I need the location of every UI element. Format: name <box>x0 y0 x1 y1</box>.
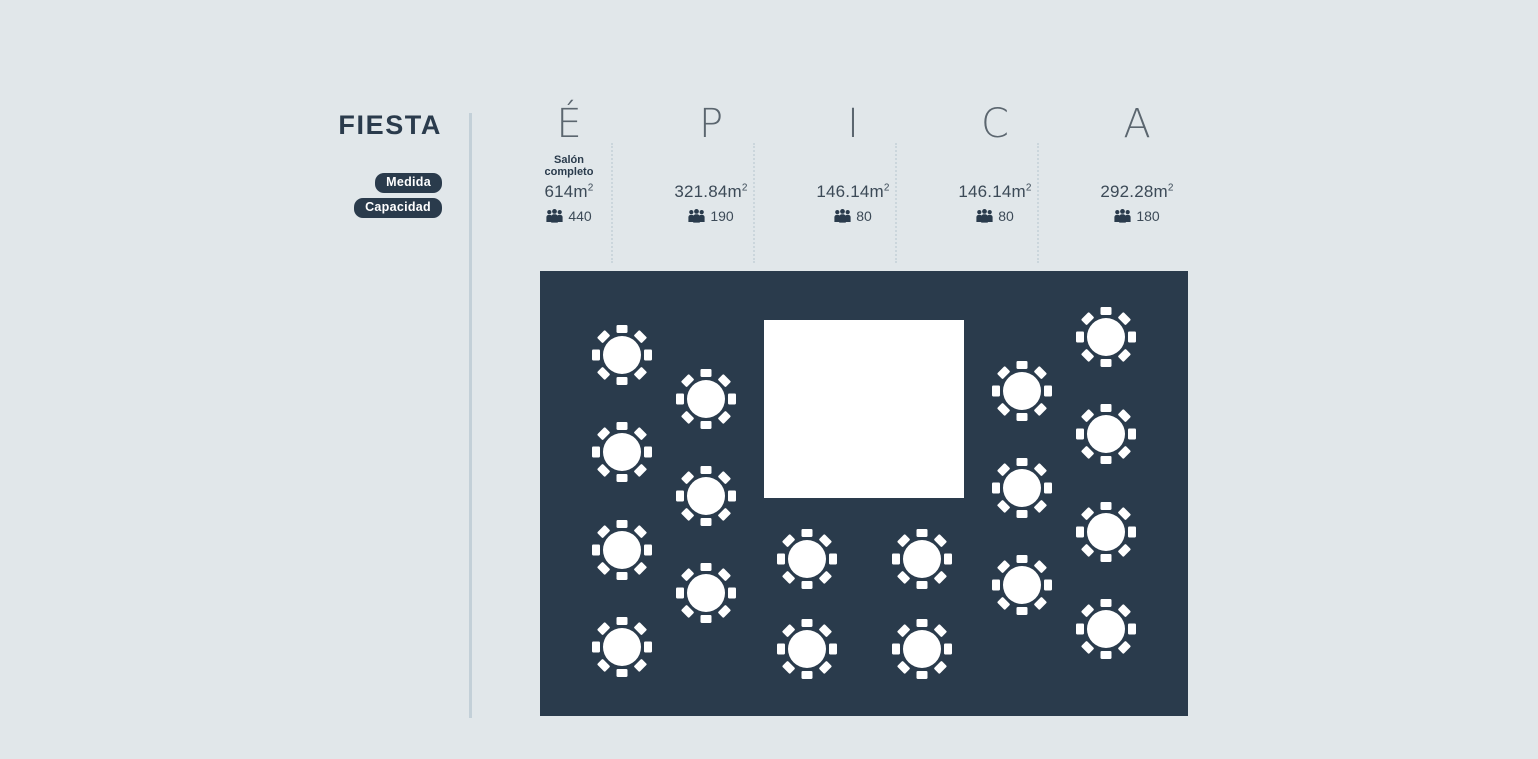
column-letter: P <box>698 101 724 147</box>
column-capacity-value: 180 <box>1136 208 1160 224</box>
round-table[interactable] <box>1075 501 1137 563</box>
round-table[interactable] <box>1075 306 1137 368</box>
column-subtitle <box>782 154 924 180</box>
round-table[interactable] <box>591 616 653 678</box>
round-table[interactable] <box>675 465 737 527</box>
column-capacity-value: 440 <box>568 208 592 224</box>
bottom-strip <box>0 730 1538 759</box>
column-area-value: 321.84m2 <box>674 182 748 201</box>
column-letter: A <box>1123 101 1151 147</box>
round-table[interactable] <box>1075 403 1137 465</box>
round-table[interactable] <box>591 324 653 386</box>
column-capacity: 190 <box>640 208 782 224</box>
people-group-icon <box>546 209 563 223</box>
round-table[interactable] <box>991 554 1053 616</box>
people-group-icon <box>834 209 851 223</box>
round-table[interactable] <box>591 421 653 483</box>
badge-medida: Medida <box>375 173 442 194</box>
column-area-value: 146.14m2 <box>958 182 1032 201</box>
column-letter: É <box>556 101 582 147</box>
metric-column-c[interactable]: C 146.14m2 80 <box>895 100 1066 263</box>
metrics-columns: É Salón completo 614m2 440 P 321.84m2 190 I 146.1… <box>498 100 1498 263</box>
column-letter: C <box>981 101 1009 147</box>
round-table[interactable] <box>991 360 1053 422</box>
page-title: FIESTA <box>338 110 442 140</box>
metric-column-p[interactable]: P 321.84m2 190 <box>611 100 782 263</box>
people-group-icon <box>976 209 993 223</box>
column-area-value: 614m2 <box>544 182 594 201</box>
banquet-floor-plan <box>540 271 1188 716</box>
round-table[interactable] <box>591 519 653 581</box>
column-capacity-value: 190 <box>710 208 734 224</box>
metric-column-é[interactable]: É Salón completo 614m2 440 <box>498 100 640 224</box>
metric-column-i[interactable]: I 146.14m2 80 <box>753 100 924 263</box>
column-capacity-value: 80 <box>856 208 872 224</box>
column-area-value: 292.28m2 <box>1100 182 1174 201</box>
column-capacity-value: 80 <box>998 208 1014 224</box>
column-subtitle <box>640 154 782 180</box>
round-table[interactable] <box>675 562 737 624</box>
round-table[interactable] <box>776 528 838 590</box>
metric-column-a[interactable]: A 292.28m2 180 <box>1037 100 1208 263</box>
round-table[interactable] <box>776 618 838 680</box>
column-capacity: 440 <box>498 208 640 224</box>
people-group-icon <box>688 209 705 223</box>
column-subtitle <box>924 154 1066 180</box>
badge-capacidad: Capacidad <box>354 198 442 219</box>
column-area-value: 146.14m2 <box>816 182 890 201</box>
people-group-icon <box>1114 209 1131 223</box>
legend-badges: Medida Capacidad <box>240 173 442 219</box>
stage-dance-floor <box>764 320 964 498</box>
round-table[interactable] <box>1075 598 1137 660</box>
brand-block: FIESTA Medida Capacidad <box>240 110 442 219</box>
column-subtitle <box>1066 154 1208 180</box>
column-capacity: 80 <box>924 208 1066 224</box>
column-subtitle: Salón completo <box>544 154 594 178</box>
round-table[interactable] <box>891 618 953 680</box>
round-table[interactable] <box>675 368 737 430</box>
column-capacity: 180 <box>1066 208 1208 224</box>
round-table[interactable] <box>991 457 1053 519</box>
vertical-divider <box>469 113 472 718</box>
round-table[interactable] <box>891 528 953 590</box>
column-capacity: 80 <box>782 208 924 224</box>
column-letter: I <box>847 101 859 147</box>
